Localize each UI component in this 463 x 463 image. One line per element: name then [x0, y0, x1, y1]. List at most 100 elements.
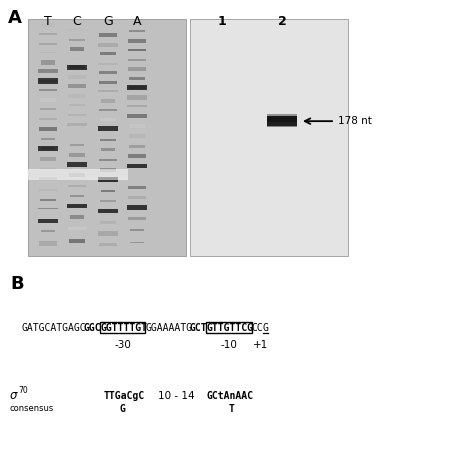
- Bar: [99, 159, 117, 161]
- Bar: [127, 205, 147, 210]
- Bar: [130, 242, 144, 243]
- Bar: [69, 38, 85, 41]
- Bar: [128, 49, 145, 51]
- Bar: [40, 157, 56, 161]
- Bar: [68, 84, 87, 88]
- Bar: [38, 208, 58, 209]
- Bar: [28, 170, 128, 177]
- Text: 10 - 14: 10 - 14: [158, 391, 194, 401]
- Text: 70: 70: [18, 386, 28, 395]
- Text: A: A: [8, 9, 22, 27]
- Bar: [41, 147, 55, 150]
- Bar: [127, 164, 147, 169]
- Bar: [38, 80, 58, 82]
- Text: GCtAnAAC: GCtAnAAC: [207, 391, 254, 401]
- Bar: [129, 175, 145, 177]
- Bar: [41, 230, 56, 232]
- Text: -30: -30: [114, 340, 131, 350]
- Bar: [127, 106, 147, 107]
- Bar: [100, 52, 116, 56]
- Bar: [39, 219, 57, 223]
- Bar: [67, 29, 87, 31]
- Bar: [39, 89, 56, 91]
- Bar: [98, 43, 118, 47]
- Bar: [69, 57, 85, 60]
- Text: G: G: [120, 404, 126, 414]
- Bar: [67, 204, 87, 208]
- Bar: [39, 188, 56, 191]
- Bar: [38, 146, 58, 151]
- Bar: [267, 116, 297, 126]
- Text: -10: -10: [221, 340, 238, 350]
- Text: +1: +1: [253, 340, 269, 350]
- Bar: [40, 168, 56, 170]
- Bar: [267, 122, 297, 127]
- FancyBboxPatch shape: [28, 19, 186, 256]
- Bar: [39, 32, 56, 35]
- Bar: [28, 169, 128, 181]
- Bar: [129, 86, 145, 88]
- Bar: [100, 119, 116, 121]
- Bar: [40, 199, 56, 201]
- Bar: [69, 153, 86, 157]
- Bar: [41, 23, 55, 27]
- Bar: [68, 113, 86, 116]
- Bar: [41, 138, 55, 140]
- Bar: [68, 205, 87, 207]
- Bar: [38, 126, 57, 131]
- Text: GATGCATGAGC: GATGCATGAGC: [22, 323, 87, 333]
- Text: GTTGTTCG: GTTGTTCG: [207, 323, 254, 333]
- Bar: [129, 30, 145, 32]
- Bar: [69, 75, 86, 80]
- Bar: [127, 95, 147, 100]
- Bar: [130, 229, 144, 231]
- Bar: [98, 232, 118, 236]
- Text: A: A: [133, 15, 141, 28]
- Text: 2: 2: [278, 15, 287, 28]
- Bar: [127, 114, 147, 118]
- Bar: [100, 221, 116, 224]
- Bar: [128, 186, 146, 189]
- Bar: [68, 134, 86, 136]
- Text: consensus: consensus: [10, 404, 54, 413]
- Bar: [98, 25, 118, 27]
- Bar: [99, 81, 117, 83]
- Bar: [39, 118, 57, 119]
- Bar: [99, 33, 117, 37]
- Bar: [128, 155, 146, 158]
- Bar: [128, 67, 146, 71]
- Text: B: B: [10, 275, 24, 293]
- Bar: [101, 148, 115, 151]
- Bar: [38, 219, 58, 223]
- Bar: [129, 164, 145, 168]
- Text: GGAAAATG: GGAAAATG: [145, 323, 192, 333]
- Bar: [98, 126, 118, 131]
- Text: GGTTTTGT: GGTTTTGT: [100, 323, 147, 333]
- Text: G: G: [263, 323, 269, 333]
- Bar: [98, 63, 118, 64]
- Bar: [128, 217, 146, 220]
- Bar: [67, 65, 87, 70]
- Bar: [39, 177, 57, 180]
- Bar: [98, 209, 118, 213]
- Bar: [69, 104, 85, 106]
- Bar: [39, 108, 56, 110]
- Text: 178 nt: 178 nt: [338, 116, 372, 126]
- Text: 1: 1: [218, 15, 226, 28]
- Text: C: C: [73, 15, 81, 28]
- Bar: [38, 43, 57, 45]
- Bar: [99, 210, 117, 212]
- Bar: [129, 134, 145, 138]
- Bar: [68, 94, 87, 98]
- Bar: [68, 227, 86, 231]
- Bar: [129, 144, 145, 148]
- Bar: [99, 109, 117, 111]
- Bar: [267, 114, 297, 118]
- Bar: [68, 185, 86, 188]
- Bar: [67, 163, 87, 167]
- Bar: [130, 125, 144, 128]
- Bar: [130, 77, 144, 80]
- Bar: [100, 71, 117, 74]
- Bar: [38, 78, 58, 84]
- Bar: [100, 200, 116, 202]
